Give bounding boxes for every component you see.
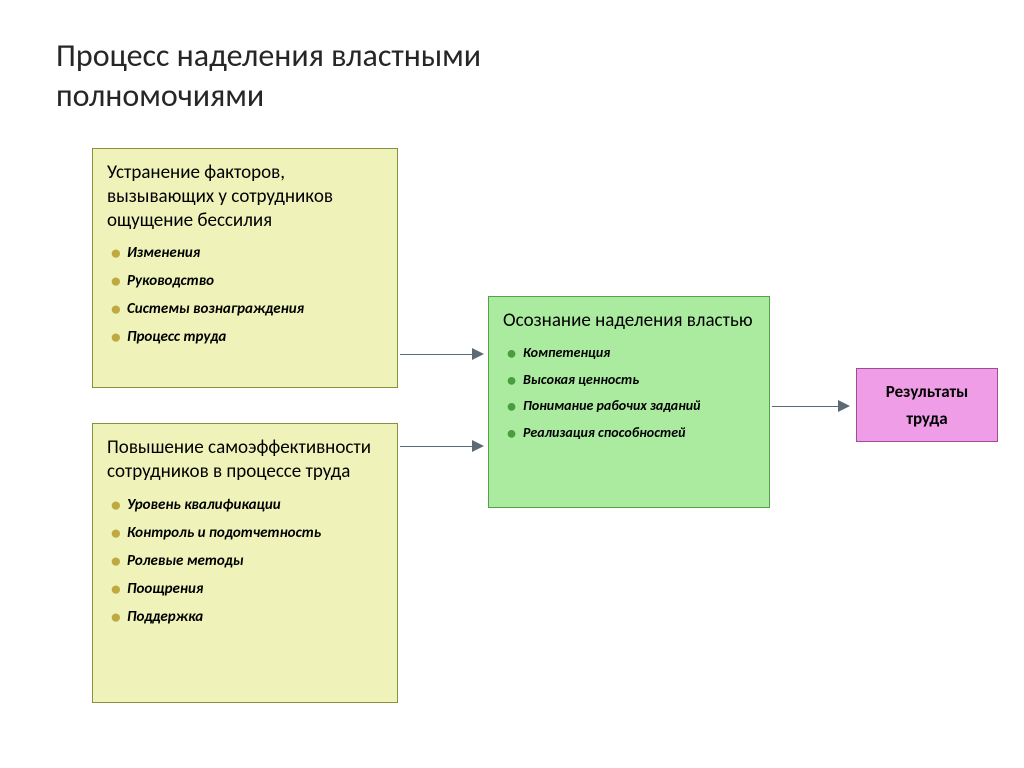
list-item: Поддержка (111, 608, 383, 626)
box-eliminate-factors: Устранение факторов, вызывающих у сотруд… (92, 148, 398, 388)
arrow-icon (772, 400, 850, 412)
box3-title: Осознание наделения властью (503, 309, 755, 333)
result-line2: труда (906, 408, 947, 429)
list-item: Системы вознаграждения (111, 300, 383, 318)
box1-list: Изменения Руководство Системы вознагражд… (107, 244, 383, 346)
box-awareness: Осознание наделения властью Компетенция … (488, 296, 770, 508)
arrow-line (772, 406, 838, 407)
box1-title: Устранение факторов, вызывающих у сотруд… (107, 161, 383, 232)
list-item: Поощрения (111, 580, 383, 598)
list-item: Реализация способностей (507, 425, 755, 442)
arrow-head-icon (472, 348, 484, 360)
list-item: Понимание рабочих заданий (507, 398, 755, 415)
box3-list: Компетенция Высокая ценность Понимание р… (503, 345, 755, 442)
result-line1: Результаты (886, 381, 969, 402)
box-results: Результаты труда (856, 368, 998, 442)
box2-title: Повышение самоэффективности сотрудников … (107, 436, 383, 484)
box2-list: Уровень квалификации Контроль и подотчет… (107, 496, 383, 626)
list-item: Процесс труда (111, 328, 383, 346)
list-item: Высокая ценность (507, 372, 755, 389)
arrow-line (400, 446, 472, 447)
list-item: Ролевые методы (111, 552, 383, 570)
list-item: Уровень квалификации (111, 496, 383, 514)
arrow-icon (400, 348, 484, 360)
arrow-head-icon (472, 440, 484, 452)
arrow-line (400, 354, 472, 355)
list-item: Контроль и подотчетность (111, 524, 383, 542)
slide-title: Процесс наделения властными полномочиями (56, 36, 696, 116)
list-item: Руководство (111, 272, 383, 290)
arrow-head-icon (838, 400, 850, 412)
list-item: Компетенция (507, 345, 755, 362)
arrow-icon (400, 440, 484, 452)
box-self-efficacy: Повышение самоэффективности сотрудников … (92, 423, 398, 703)
list-item: Изменения (111, 244, 383, 262)
